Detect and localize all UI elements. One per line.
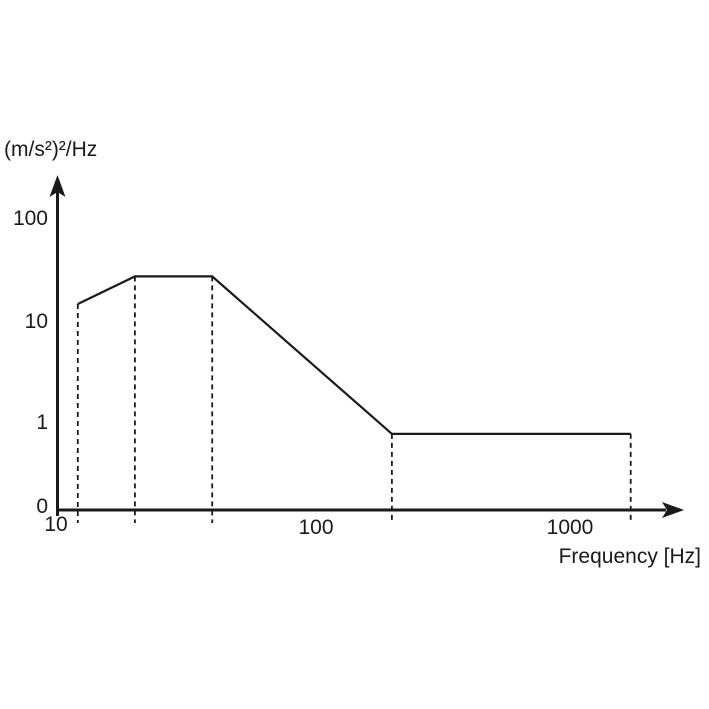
psd-profile-line bbox=[77, 275, 631, 435]
y-axis-title: (m/s²)²/Hz bbox=[4, 138, 98, 161]
y-axis-arrowhead-icon bbox=[49, 175, 66, 197]
x-tick-100: 100 bbox=[298, 516, 334, 539]
y-tick-100: 100 bbox=[12, 207, 48, 230]
y-tick-10: 10 bbox=[24, 310, 48, 333]
y-tick-1: 1 bbox=[36, 411, 48, 434]
x-tick-1000: 1000 bbox=[546, 516, 594, 539]
y-tick-0: 0 bbox=[36, 495, 48, 518]
x-axis-title: Frequency [Hz] bbox=[558, 545, 701, 568]
x-axis-arrowhead-icon bbox=[662, 502, 684, 518]
breakpoint-guides bbox=[76, 276, 632, 523]
x-tick-10: 10 bbox=[44, 513, 68, 536]
psd-curve bbox=[77, 275, 631, 435]
